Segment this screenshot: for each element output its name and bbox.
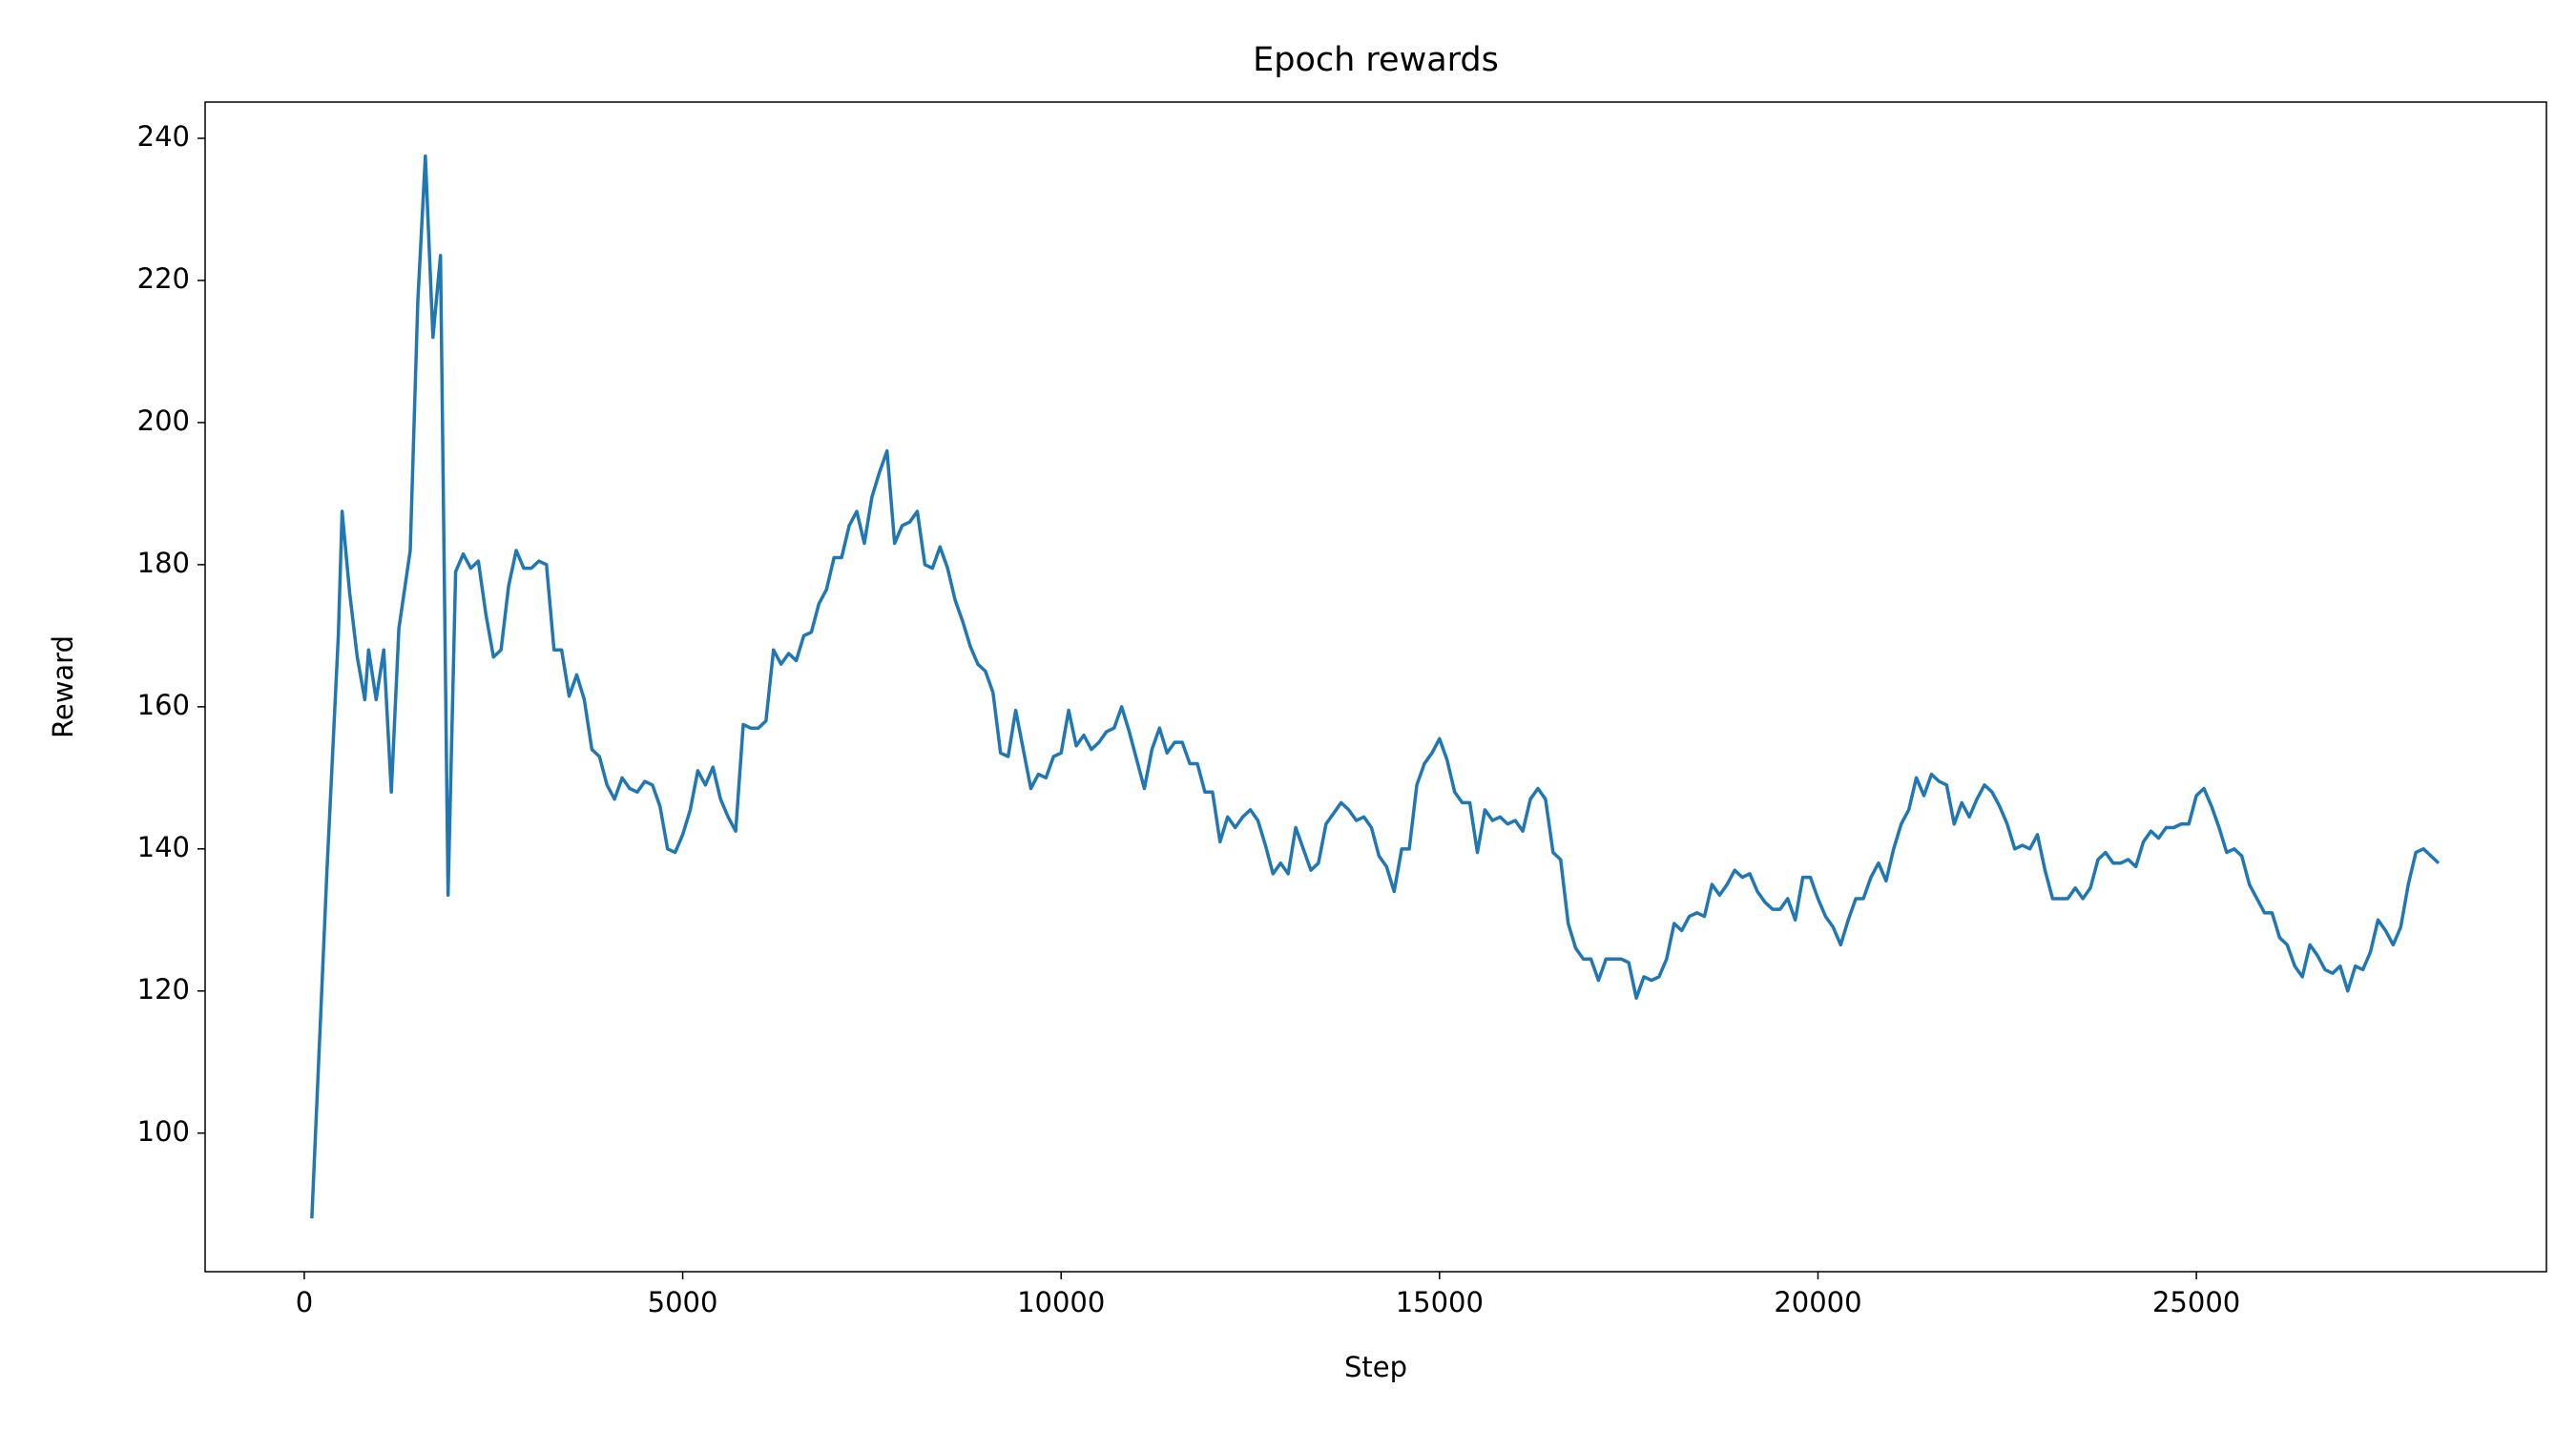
y-tick-label: 120 — [137, 973, 190, 1006]
x-tick-label: 10000 — [1017, 1286, 1105, 1318]
y-tick-label: 220 — [137, 262, 190, 295]
y-tick-label: 140 — [137, 831, 190, 863]
chart-title: Epoch rewards — [1253, 41, 1499, 79]
y-tick-label: 160 — [137, 689, 190, 721]
plot-frame — [204, 101, 2547, 1273]
y-tick-label: 100 — [137, 1115, 190, 1148]
x-tick-label: 5000 — [648, 1286, 718, 1318]
data-line — [310, 154, 2441, 1219]
x-tick-label: 20000 — [1774, 1286, 1861, 1318]
y-axis-label: Reward — [47, 635, 79, 738]
y-tick-label: 240 — [137, 120, 190, 153]
x-tick-label: 0 — [296, 1286, 313, 1318]
y-tick-label: 180 — [137, 547, 190, 579]
x-tick-label: 15000 — [1396, 1286, 1484, 1318]
x-axis-label: Step — [1344, 1351, 1407, 1383]
x-tick-label: 25000 — [2152, 1286, 2240, 1318]
y-tick-label: 200 — [137, 404, 190, 437]
